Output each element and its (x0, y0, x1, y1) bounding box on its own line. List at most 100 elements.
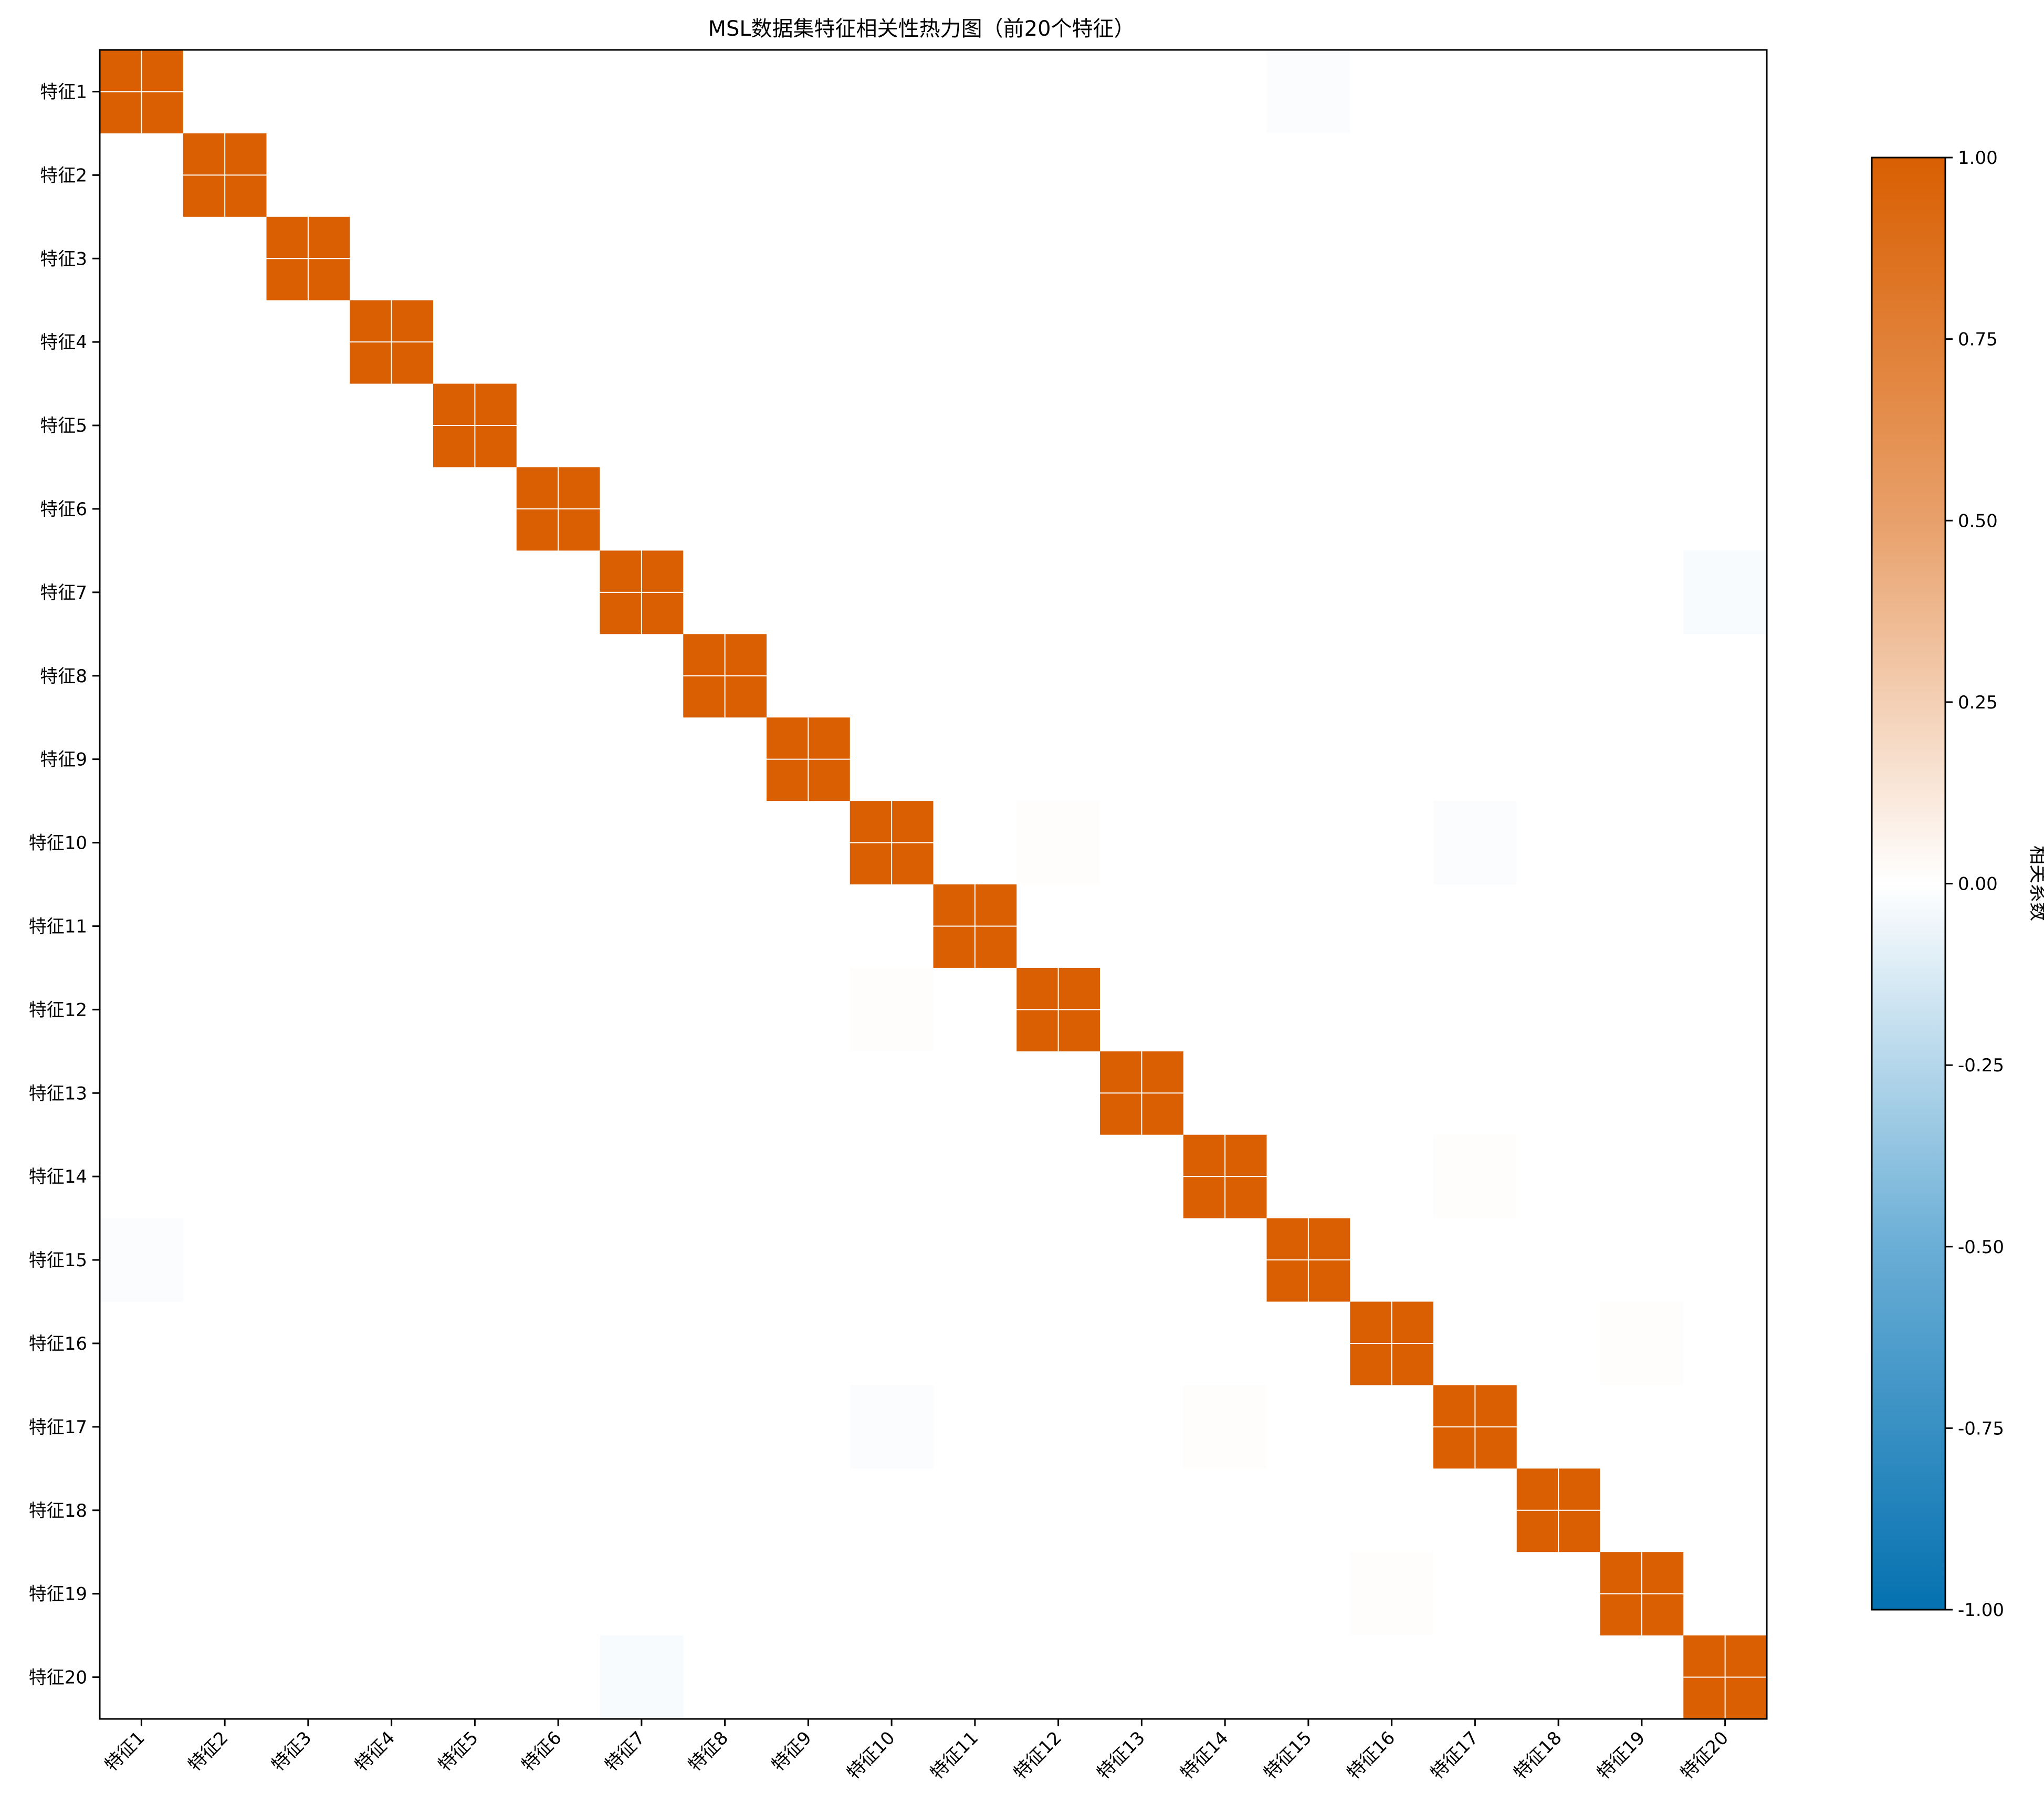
heatmap-cell (1683, 1051, 1767, 1135)
heatmap-cell (1100, 1552, 1184, 1636)
heatmap-cell (1183, 1385, 1267, 1469)
heatmap-cell (433, 967, 517, 1052)
heatmap-cell (1183, 1218, 1267, 1302)
heatmap-cell (1016, 1468, 1100, 1552)
y-tick-label: 特征11 (29, 916, 87, 937)
heatmap-cell (350, 383, 434, 467)
heatmap-cell (683, 1134, 767, 1219)
heatmap-cell (1350, 801, 1434, 885)
heatmap-cell (767, 467, 851, 551)
heatmap-cell (1100, 634, 1184, 718)
heatmap-cell (600, 801, 684, 885)
heatmap-cell (600, 1468, 684, 1552)
heatmap-cell (850, 884, 934, 968)
heatmap-cell (183, 1635, 267, 1719)
heatmap-cell (600, 300, 684, 384)
heatmap-cell (850, 1134, 934, 1219)
heatmap-cell (1600, 216, 1684, 301)
heatmap-cell (1266, 467, 1350, 551)
colorbar-tick-label: -1.00 (1958, 1600, 2004, 1621)
heatmap-cell (1100, 1468, 1184, 1552)
heatmap-cell (1266, 1134, 1350, 1219)
heatmap-cell (183, 1385, 267, 1469)
heatmap-cell (1516, 884, 1600, 968)
heatmap-cell (1266, 50, 1350, 134)
x-tick-label: 特征20 (1676, 1727, 1733, 1784)
heatmap-cell (767, 884, 851, 968)
y-tick-label: 特征15 (29, 1250, 87, 1271)
heatmap-cell (183, 216, 267, 301)
heatmap-cell (600, 1385, 684, 1469)
heatmap-cell (1350, 467, 1434, 551)
heatmap-cell (1016, 50, 1100, 134)
heatmap-cell (350, 216, 434, 301)
y-tick-label: 特征13 (29, 1083, 87, 1104)
heatmap-cell (183, 1301, 267, 1385)
heatmap-cell (767, 1134, 851, 1219)
heatmap-cell (683, 1552, 767, 1636)
heatmap-cell (516, 1635, 600, 1719)
heatmap-cell (350, 133, 434, 217)
heatmap-cell (350, 550, 434, 634)
heatmap-cell (433, 216, 517, 301)
heatmap-cell (433, 467, 517, 551)
heatmap-cell (1100, 467, 1184, 551)
heatmap-cell (933, 1635, 1017, 1719)
heatmap-cell (1433, 467, 1517, 551)
heatmap-cell (100, 1468, 184, 1552)
heatmap-cell (100, 133, 184, 217)
heatmap-cell (1100, 717, 1184, 801)
colorbar-tick-label: -0.25 (1958, 1055, 2004, 1076)
y-tick-label: 特征10 (29, 833, 87, 854)
heatmap-cell (1600, 1468, 1684, 1552)
heatmap-cell (100, 1552, 184, 1636)
heatmap-cell (433, 1218, 517, 1302)
heatmap-cell (933, 1218, 1017, 1302)
heatmap-cell (100, 216, 184, 301)
heatmap-cell (1100, 50, 1184, 134)
y-tick-label: 特征7 (40, 582, 87, 603)
heatmap-cell (433, 1051, 517, 1135)
heatmap-cell (1183, 884, 1267, 968)
colorbar-tick-label: 0.50 (1958, 510, 1998, 531)
heatmap-cell (1350, 1218, 1434, 1302)
heatmap-cell (850, 300, 934, 384)
heatmap-cell (767, 1385, 851, 1469)
heatmap-cell (683, 1385, 767, 1469)
heatmap-cell (933, 1301, 1017, 1385)
heatmap-cell (600, 634, 684, 718)
heatmap-cell (350, 967, 434, 1052)
heatmap-cell (933, 801, 1017, 885)
heatmap-cell (516, 884, 600, 968)
y-tick-label: 特征16 (29, 1333, 87, 1354)
heatmap-cell (1016, 1552, 1100, 1636)
heatmap-cell (767, 133, 851, 217)
heatmap-cell (1183, 467, 1267, 551)
colorbar-ticks: 1.00 0.75 0.50 0.25 0.00 -0.25 -0.50 -0.75 -1.00 (1945, 148, 2004, 1621)
heatmap-cell (1683, 50, 1767, 134)
heatmap-cell (433, 300, 517, 384)
x-tick-label: 特征14 (1177, 1727, 1233, 1784)
heatmap-cell (1683, 634, 1767, 718)
heatmap-cell (100, 801, 184, 885)
heatmap-cell (1183, 1051, 1267, 1135)
heatmap-cell (100, 884, 184, 968)
heatmap-cells (100, 50, 1767, 1719)
heatmap-cell (1100, 967, 1184, 1052)
heatmap-cell (933, 1051, 1017, 1135)
heatmap-cell (266, 1635, 350, 1719)
colorbar-tick-label: 0.00 (1958, 874, 1998, 895)
heatmap-cell (1433, 884, 1517, 968)
heatmap-cell (1350, 216, 1434, 301)
heatmap-cell (266, 300, 350, 384)
heatmap-cell (600, 1552, 684, 1636)
heatmap-cell (516, 383, 600, 467)
heatmap-cell (1266, 216, 1350, 301)
heatmap-cell (183, 967, 267, 1052)
heatmap-cell (1600, 634, 1684, 718)
heatmap-cell (183, 1134, 267, 1219)
x-tick-label: 特征8 (684, 1727, 732, 1776)
heatmap-cell (1600, 884, 1684, 968)
heatmap-cell (266, 1468, 350, 1552)
heatmap-cell (183, 550, 267, 634)
